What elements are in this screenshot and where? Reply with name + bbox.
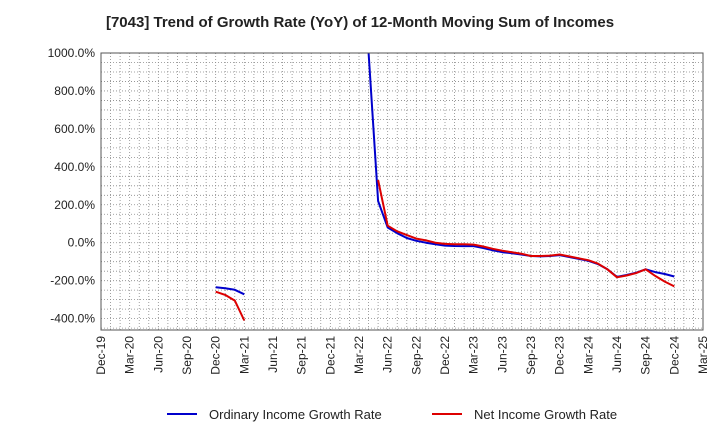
series-line-ordinary-income xyxy=(215,286,245,296)
y-axis-ticks: 1000.0% 800.0% 600.0% 400.0% 200.0% 0.0% -200.… xyxy=(48,46,96,326)
x-tick-label: Jun-23 xyxy=(495,336,509,373)
y-tick-label: 400.0% xyxy=(54,160,95,174)
x-tick-label: Dec-24 xyxy=(667,336,681,375)
x-tick-label: Jun-24 xyxy=(610,336,624,373)
plot-frame xyxy=(100,52,704,331)
y-tick-label: 600.0% xyxy=(54,122,95,136)
x-tick-label: Dec-23 xyxy=(553,336,567,375)
y-tick-label: -200.0% xyxy=(50,274,95,288)
x-tick-label: Sep-22 xyxy=(409,336,423,375)
x-tick-label: Mar-20 xyxy=(123,336,137,374)
x-tick-label: Mar-22 xyxy=(352,336,366,374)
chart-title: [7043] Trend of Growth Rate (YoY) of 12-… xyxy=(105,14,615,31)
x-tick-label: Mar-25 xyxy=(696,336,710,374)
legend: Ordinary Income Growth Rate Net Income Gr… xyxy=(167,407,617,422)
x-tick-label: Sep-24 xyxy=(639,336,653,375)
x-tick-label: Mar-23 xyxy=(467,336,481,374)
x-tick-label: Dec-22 xyxy=(438,336,452,375)
series-line-net-income xyxy=(377,179,675,288)
y-tick-label: 200.0% xyxy=(54,198,95,212)
x-tick-label: Dec-21 xyxy=(323,336,337,375)
x-tick-label: Sep-23 xyxy=(524,336,538,375)
x-tick-label: Jun-20 xyxy=(151,336,165,373)
x-tick-label: Dec-19 xyxy=(94,336,108,375)
legend-label: Ordinary Income Growth Rate xyxy=(209,407,382,422)
x-tick-label: Dec-20 xyxy=(209,336,223,375)
x-tick-label: Sep-21 xyxy=(295,336,309,375)
x-axis-ticks: Dec-19 Mar-20 Jun-20 Sep-20 Dec-20 Mar-21 Jun-… xyxy=(94,336,710,375)
legend-label: Net Income Growth Rate xyxy=(474,407,617,422)
x-tick-label: Mar-24 xyxy=(581,336,595,374)
x-tick-label: Sep-20 xyxy=(180,336,194,375)
series-layer xyxy=(215,53,675,321)
series-line-net-income xyxy=(215,290,246,321)
y-tick-label: 0.0% xyxy=(68,236,96,250)
x-tick-label: Jun-21 xyxy=(266,336,280,373)
y-tick-label: 800.0% xyxy=(54,84,95,98)
y-tick-label: -400.0% xyxy=(50,312,95,326)
x-tick-label: Jun-22 xyxy=(381,336,395,373)
y-tick-label: 1000.0% xyxy=(48,46,96,60)
grid-layer xyxy=(100,52,704,330)
x-tick-label: Mar-21 xyxy=(237,336,251,374)
